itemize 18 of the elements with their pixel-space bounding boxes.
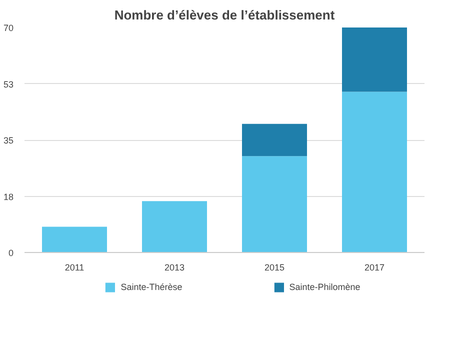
chart-title: Nombre d’élèves de l’établissement bbox=[114, 8, 336, 22]
bar bbox=[242, 124, 307, 156]
bar bbox=[142, 201, 207, 252]
y-tick-label: 35 bbox=[3, 136, 14, 146]
legend-label: Sainte-Philomène bbox=[289, 282, 360, 292]
bar bbox=[342, 92, 407, 252]
bar bbox=[342, 28, 407, 92]
x-tick-label: 2015 bbox=[264, 262, 285, 272]
x-tick-label: 2011 bbox=[64, 262, 84, 272]
bar bbox=[42, 226, 107, 252]
bar bbox=[242, 156, 307, 252]
x-tick-label: 2017 bbox=[364, 262, 385, 272]
y-tick-label: 53 bbox=[3, 79, 14, 90]
x-tick-label: 2013 bbox=[164, 262, 185, 272]
y-tick-label: 0 bbox=[8, 248, 14, 258]
y-tick-label: 18 bbox=[3, 192, 14, 202]
legend-label: Sainte-Thérèse bbox=[120, 282, 182, 292]
y-tick-label: 70 bbox=[3, 23, 14, 33]
